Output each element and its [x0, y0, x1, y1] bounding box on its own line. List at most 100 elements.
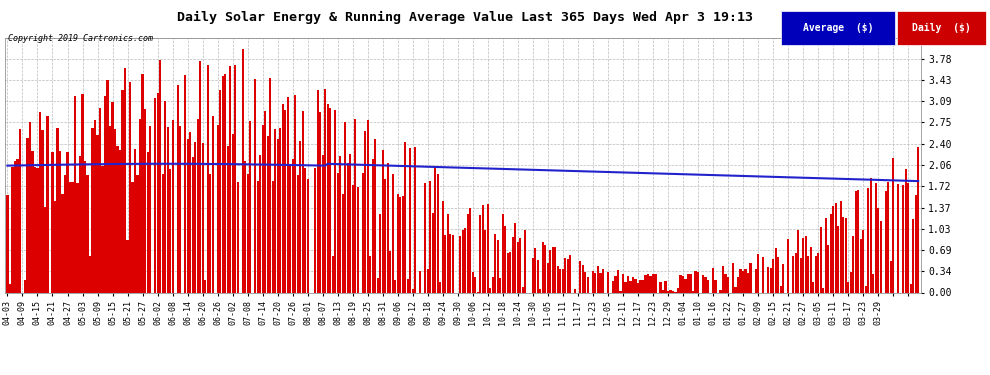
- Bar: [159, 60, 161, 292]
- Bar: [29, 122, 31, 292]
- Bar: [397, 194, 399, 292]
- Bar: [86, 175, 88, 292]
- Bar: [525, 230, 527, 292]
- Bar: [532, 258, 534, 292]
- Bar: [905, 169, 907, 292]
- Bar: [887, 182, 889, 292]
- Bar: [720, 290, 722, 292]
- Bar: [664, 281, 666, 292]
- Bar: [407, 279, 409, 292]
- Bar: [289, 165, 291, 292]
- Bar: [76, 183, 78, 292]
- Bar: [792, 256, 794, 292]
- Bar: [382, 150, 384, 292]
- Bar: [161, 174, 163, 292]
- Bar: [654, 274, 656, 292]
- Bar: [427, 269, 429, 292]
- Bar: [327, 104, 329, 292]
- Text: Average  ($): Average ($): [803, 23, 873, 33]
- Bar: [37, 168, 39, 292]
- Bar: [769, 268, 771, 292]
- Bar: [184, 75, 186, 292]
- Bar: [569, 255, 571, 292]
- Bar: [64, 175, 66, 292]
- Bar: [209, 174, 211, 292]
- Bar: [432, 213, 434, 292]
- Bar: [762, 257, 764, 292]
- Bar: [869, 177, 872, 292]
- Bar: [479, 215, 481, 292]
- Bar: [740, 269, 742, 292]
- Bar: [229, 66, 232, 292]
- Bar: [399, 197, 401, 292]
- Bar: [544, 245, 546, 292]
- Bar: [79, 156, 81, 292]
- Bar: [712, 268, 714, 292]
- Bar: [507, 253, 509, 292]
- Bar: [124, 68, 126, 292]
- Bar: [191, 157, 194, 292]
- Bar: [34, 167, 36, 292]
- Bar: [299, 141, 301, 292]
- Bar: [412, 289, 414, 292]
- Bar: [324, 89, 327, 292]
- Bar: [274, 129, 276, 292]
- Bar: [99, 108, 101, 292]
- Bar: [622, 274, 624, 292]
- Bar: [261, 125, 263, 292]
- Bar: [689, 274, 692, 292]
- Bar: [535, 248, 537, 292]
- Bar: [737, 277, 740, 292]
- Text: Daily  ($): Daily ($): [912, 23, 971, 33]
- Bar: [387, 163, 389, 292]
- Bar: [567, 259, 569, 292]
- Bar: [774, 248, 776, 292]
- Bar: [504, 226, 507, 292]
- Bar: [620, 291, 622, 292]
- Text: Daily Solar Energy & Running Average Value Last 365 Days Wed Apr 3 19:13: Daily Solar Energy & Running Average Val…: [177, 11, 753, 24]
- Bar: [637, 283, 639, 292]
- Bar: [122, 90, 124, 292]
- Bar: [17, 159, 19, 292]
- Bar: [461, 230, 464, 292]
- Bar: [825, 218, 827, 292]
- Bar: [582, 265, 584, 292]
- Bar: [96, 135, 99, 292]
- Bar: [574, 290, 576, 292]
- Bar: [317, 90, 319, 292]
- Bar: [264, 111, 266, 292]
- Bar: [61, 194, 63, 292]
- Bar: [679, 275, 681, 292]
- Bar: [692, 291, 694, 292]
- Bar: [787, 239, 789, 292]
- Bar: [199, 61, 201, 292]
- Bar: [542, 242, 544, 292]
- Bar: [744, 269, 746, 292]
- Bar: [53, 201, 56, 292]
- Bar: [119, 150, 121, 292]
- Bar: [597, 266, 599, 292]
- Bar: [838, 226, 840, 292]
- Bar: [219, 90, 221, 292]
- Bar: [169, 170, 171, 292]
- Bar: [907, 183, 909, 292]
- Bar: [147, 152, 148, 292]
- Bar: [39, 112, 41, 292]
- Bar: [849, 272, 851, 292]
- Bar: [682, 276, 684, 292]
- Bar: [494, 234, 496, 292]
- Bar: [142, 74, 144, 292]
- Bar: [579, 261, 581, 292]
- Bar: [715, 280, 717, 292]
- Bar: [94, 120, 96, 292]
- Bar: [84, 161, 86, 292]
- Bar: [139, 119, 142, 292]
- Bar: [615, 276, 617, 292]
- Bar: [782, 264, 784, 292]
- Bar: [677, 288, 679, 292]
- Bar: [885, 191, 887, 292]
- Bar: [281, 104, 284, 292]
- Bar: [915, 195, 917, 292]
- Bar: [795, 254, 797, 292]
- Bar: [514, 223, 517, 292]
